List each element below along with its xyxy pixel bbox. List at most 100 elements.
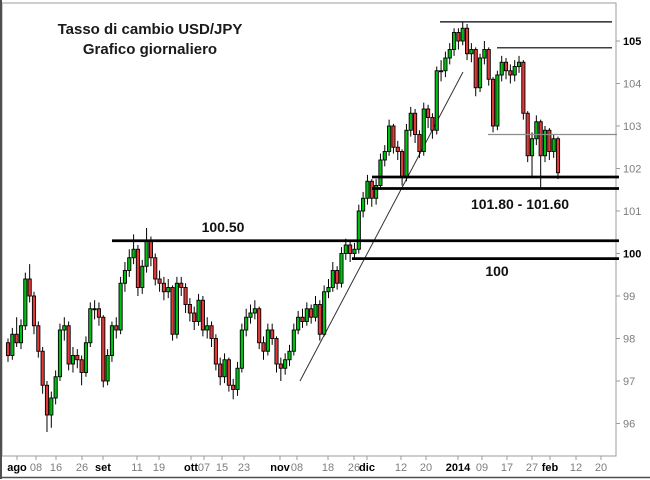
candle-body xyxy=(343,244,348,254)
candle-body xyxy=(361,197,366,212)
candle-body xyxy=(70,355,76,365)
candle-body xyxy=(218,363,223,378)
candle-body xyxy=(252,308,257,314)
candle-body xyxy=(231,384,236,390)
candle-body xyxy=(339,253,344,284)
y-tick-label: 102 xyxy=(623,164,641,176)
candle-body xyxy=(265,329,270,352)
x-tick-label: ott xyxy=(184,462,198,474)
candle-body xyxy=(75,355,80,361)
y-tick-label: 97 xyxy=(623,376,635,388)
candle-body xyxy=(23,278,28,327)
candle-body xyxy=(499,61,504,76)
x-tick-label: 2014 xyxy=(446,462,471,474)
candle-body xyxy=(374,185,379,199)
chart-title-line2: Grafico giornaliero xyxy=(82,40,218,58)
candle-body xyxy=(192,312,197,322)
candle-body xyxy=(5,342,11,356)
candle-body xyxy=(213,338,218,365)
candle-body xyxy=(300,316,305,322)
candle-body xyxy=(18,325,24,344)
x-tick-label: 11 xyxy=(131,462,142,474)
candle-body xyxy=(542,129,548,157)
candle-body xyxy=(179,282,184,288)
candle-body xyxy=(486,49,491,80)
candle-body xyxy=(309,308,314,318)
candle-body xyxy=(378,159,383,186)
candle-body xyxy=(547,129,552,152)
candle-body xyxy=(170,287,175,335)
candle-body xyxy=(283,359,288,369)
candle-body xyxy=(222,359,227,378)
candle-body xyxy=(313,304,318,318)
candle-body xyxy=(421,108,426,152)
x-tick-label: 09 xyxy=(476,462,488,474)
candle-body xyxy=(296,316,301,331)
candle-body xyxy=(49,397,54,416)
candle-body xyxy=(187,304,192,314)
x-tick-label: feb xyxy=(542,462,559,474)
candle-body xyxy=(538,121,543,157)
candle-body xyxy=(330,270,335,288)
candle-body xyxy=(53,376,58,399)
candle-body xyxy=(456,32,461,42)
candle-body xyxy=(291,329,296,352)
candle-body xyxy=(447,49,452,59)
candle-body xyxy=(434,70,439,131)
candle-body xyxy=(348,244,353,254)
chart-title: Tasso di cambio USD/JPY Grafico giornali… xyxy=(40,20,260,59)
candle-body xyxy=(391,125,396,148)
support-100-label: 100 xyxy=(485,263,509,279)
candle-body xyxy=(551,138,556,152)
candle-body xyxy=(512,66,517,76)
candle-body xyxy=(274,338,279,365)
y-tick-label: 101 xyxy=(623,206,641,218)
x-tick-label: 12 xyxy=(395,462,407,474)
candle-body xyxy=(477,57,483,89)
candle-body xyxy=(174,282,179,335)
candle-body xyxy=(270,329,275,339)
candle-body xyxy=(503,61,509,72)
candle-body xyxy=(495,74,500,127)
candle-body xyxy=(469,49,474,55)
resistance-10050-label: 100.50 xyxy=(201,219,245,235)
x-tick-label: 19 xyxy=(153,462,165,474)
candle-body xyxy=(304,308,309,322)
candle-body xyxy=(101,316,106,382)
candle-body xyxy=(196,299,201,322)
candle-body xyxy=(356,210,361,250)
candle-body xyxy=(365,180,370,199)
candle-body xyxy=(460,27,465,42)
candle-body xyxy=(83,342,89,373)
candle-body xyxy=(404,129,409,178)
candle-body xyxy=(226,359,231,386)
x-tick-label: 16 xyxy=(50,462,62,474)
candle-body xyxy=(417,134,422,152)
x-tick-label: 27 xyxy=(526,462,538,474)
candle-body xyxy=(387,125,392,152)
x-tick-label: nov xyxy=(270,462,290,474)
x-tick-label: 07 xyxy=(198,462,210,474)
candle-body xyxy=(14,333,19,344)
candle-body xyxy=(516,61,522,67)
y-tick-label: 100 xyxy=(623,249,641,261)
candle-body xyxy=(534,121,539,140)
x-tick-label: 17 xyxy=(501,462,513,474)
candle-body xyxy=(44,384,50,416)
y-tick-label: 99 xyxy=(623,291,635,303)
candle-body xyxy=(27,278,32,297)
candle-body xyxy=(443,57,448,72)
candle-body xyxy=(88,308,93,344)
candle-body xyxy=(408,112,413,131)
candle-body xyxy=(153,257,158,280)
candle-body xyxy=(473,49,478,89)
candle-body xyxy=(395,146,400,152)
candle-body xyxy=(140,265,145,288)
x-tick-label: 20 xyxy=(595,462,607,474)
candle-body xyxy=(66,325,71,365)
x-tick-label: set xyxy=(95,462,111,474)
candle-body xyxy=(490,78,496,127)
candle-body xyxy=(400,151,405,178)
